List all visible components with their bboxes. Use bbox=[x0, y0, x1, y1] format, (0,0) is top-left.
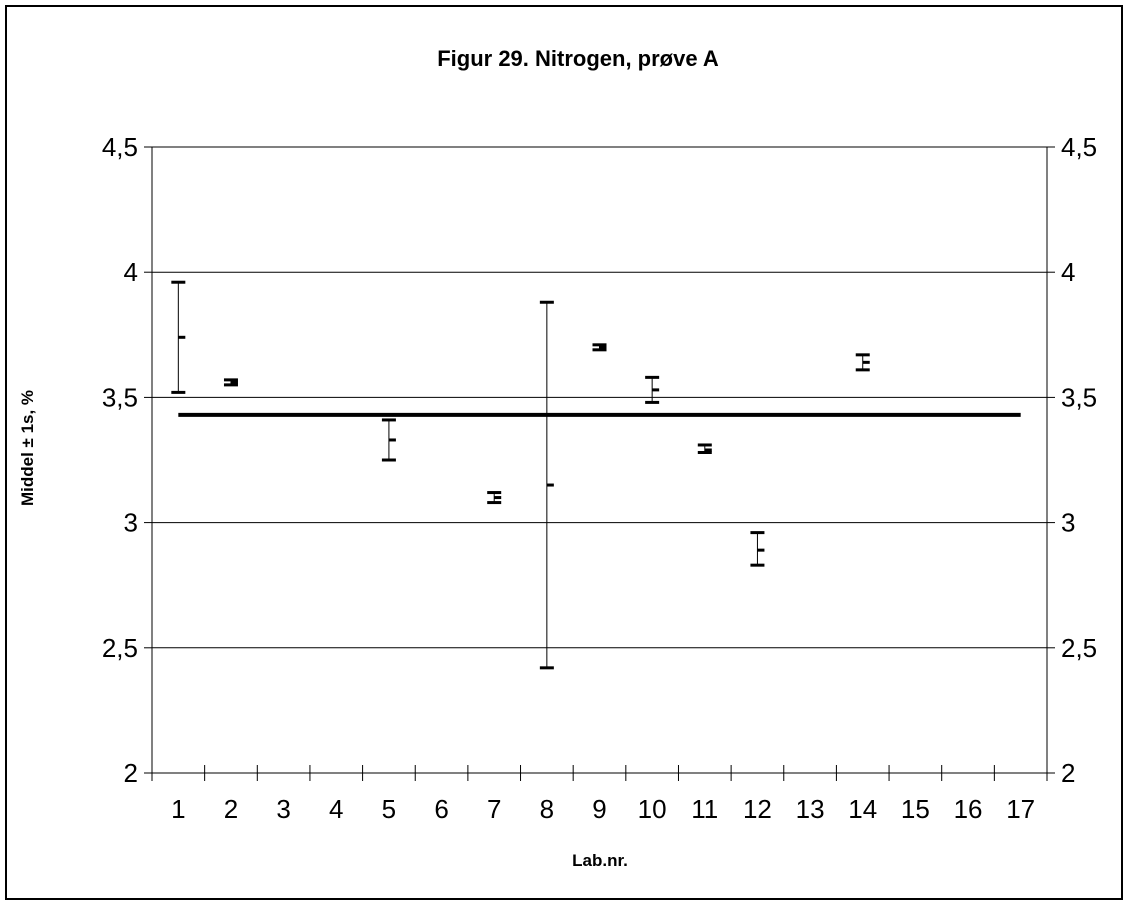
x-tick-label: 4 bbox=[329, 794, 343, 824]
error-bar-lab-5 bbox=[381, 418, 396, 462]
error-bar-lab-10 bbox=[645, 375, 660, 404]
x-tick-label: 3 bbox=[276, 794, 290, 824]
x-tick-label: 8 bbox=[540, 794, 554, 824]
gridlines bbox=[152, 146, 1047, 649]
error-bar-lab-11 bbox=[697, 443, 712, 454]
error-bar-lab-9 bbox=[592, 343, 607, 352]
chart-frame bbox=[5, 5, 1123, 900]
y-tick-labels-left: 2 2,5 3 3,5 4 4,5 bbox=[102, 132, 138, 788]
error-bar-lab-14 bbox=[855, 353, 870, 372]
y-tick-label-left: 2,5 bbox=[102, 633, 138, 663]
x-tick-label: 14 bbox=[848, 794, 877, 824]
x-tick-label: 5 bbox=[382, 794, 396, 824]
y-tick-label-right: 4,5 bbox=[1061, 132, 1097, 162]
y-tick-label-left: 3,5 bbox=[102, 382, 138, 412]
x-tick-label: 15 bbox=[901, 794, 930, 824]
y-tick-labels-right: 2 2,5 3 3,5 4 4,5 bbox=[1061, 132, 1097, 788]
y-tick-label-left: 2 bbox=[124, 758, 138, 788]
error-bar-lab-1 bbox=[171, 280, 186, 394]
x-tick-labels: 1 2 3 4 5 6 7 8 9 10 11 12 13 14 15 16 17 bbox=[171, 794, 1035, 824]
chart-title: Figur 29. Nitrogen, prøve A bbox=[437, 46, 719, 71]
y-tick-label-right: 2 bbox=[1061, 758, 1075, 788]
axes bbox=[144, 146, 1055, 781]
x-axis-label: Lab.nr. bbox=[572, 851, 628, 870]
y-tick-label-left: 4,5 bbox=[102, 132, 138, 162]
x-tick-label: 13 bbox=[796, 794, 825, 824]
x-tick-label: 11 bbox=[691, 794, 718, 824]
y-axis-label: Middel ± 1s, % bbox=[18, 390, 37, 506]
x-tick-label: 10 bbox=[638, 794, 667, 824]
x-tick-label: 16 bbox=[954, 794, 983, 824]
error-bar-lab-12 bbox=[750, 531, 765, 567]
error-bars bbox=[171, 280, 870, 670]
error-bar-lab-8 bbox=[539, 300, 554, 670]
x-tick-label: 7 bbox=[487, 794, 501, 824]
y-tick-label-right: 2,5 bbox=[1061, 633, 1097, 663]
x-tick-label: 6 bbox=[434, 794, 448, 824]
error-bar-lab-2 bbox=[223, 378, 238, 387]
y-tick-label-right: 3 bbox=[1061, 508, 1075, 538]
y-tick-label-right: 3,5 bbox=[1061, 382, 1097, 412]
x-tick-label: 1 bbox=[171, 794, 185, 824]
y-tick-label-right: 4 bbox=[1061, 257, 1075, 287]
y-tick-label-left: 3 bbox=[124, 508, 138, 538]
x-tick-label: 17 bbox=[1006, 794, 1035, 824]
y-tick-label-left: 4 bbox=[124, 257, 138, 287]
x-tick-label: 12 bbox=[743, 794, 772, 824]
x-tick-label: 9 bbox=[592, 794, 606, 824]
error-bar-lab-7 bbox=[487, 491, 502, 505]
x-tick-label: 2 bbox=[224, 794, 238, 824]
